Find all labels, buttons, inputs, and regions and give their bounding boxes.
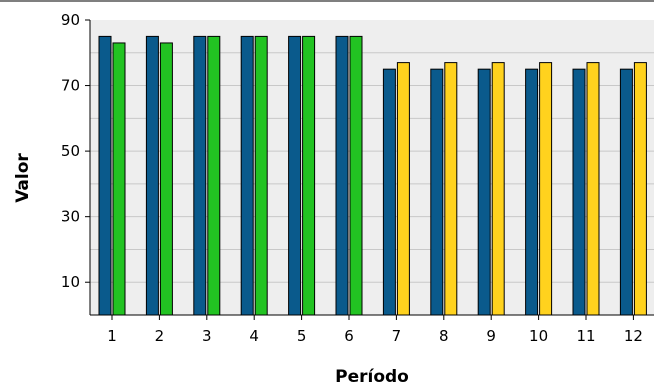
- bar-series-2-period-4: [254, 35, 268, 316]
- bar-series-2-period-9: [491, 62, 505, 316]
- bar-series-1-period-8: [430, 68, 444, 316]
- bar-series-2-period-6: [349, 35, 363, 316]
- x-tick-label: 7: [392, 327, 402, 345]
- gridlines: [90, 52, 654, 283]
- x-axis-title: Período: [335, 367, 409, 387]
- bar-series-2-period-3: [207, 35, 221, 316]
- y-tick-label: 90: [61, 11, 80, 29]
- x-tick-label: 5: [297, 327, 307, 345]
- y-axis-title: Valor: [13, 153, 33, 203]
- x-tick-label: 3: [202, 327, 212, 345]
- bar-series-2-period-12: [633, 62, 647, 316]
- x-tick-label: 9: [486, 327, 496, 345]
- x-tick-label: 12: [624, 327, 643, 345]
- bar-series-1-period-7: [382, 68, 396, 316]
- bar-series-1-period-3: [193, 35, 207, 316]
- bar-series-1-period-1: [98, 35, 112, 316]
- bar-series-1-period-2: [145, 35, 159, 316]
- x-tick-label: 6: [344, 327, 354, 345]
- bar-series-1-period-9: [477, 68, 491, 316]
- bar-series-2-period-2: [159, 42, 173, 316]
- bar-series-1-period-6: [335, 35, 349, 316]
- bar-series-2-period-8: [444, 62, 458, 316]
- x-tick-label: 4: [249, 327, 259, 345]
- y-tick-label: 30: [61, 208, 80, 226]
- x-tick-label: 11: [576, 327, 595, 345]
- bar-series-1-period-11: [572, 68, 586, 316]
- plot-area: [90, 20, 654, 315]
- x-tick-label: 1: [107, 327, 117, 345]
- x-tick-label: 10: [529, 327, 548, 345]
- bar-series-2-period-7: [396, 62, 410, 316]
- x-tick-label: 8: [439, 327, 449, 345]
- y-axis: 10 30 50 70 90: [61, 11, 91, 315]
- bar-series-1-period-5: [288, 35, 302, 316]
- bar-series-2-period-1: [112, 42, 126, 316]
- bar-series-2-period-10: [539, 62, 553, 316]
- y-tick-label: 10: [61, 273, 80, 291]
- bar-series-2-period-5: [302, 35, 316, 316]
- y-tick-label: 70: [61, 77, 80, 95]
- bar-series-1-period-4: [240, 35, 254, 316]
- bar-series-1-period-12: [619, 68, 633, 316]
- y-tick-label: 50: [61, 142, 80, 160]
- bar-series-2-period-11: [586, 62, 600, 316]
- x-tick-label: 2: [155, 327, 165, 345]
- bar-series-1-period-10: [525, 68, 539, 316]
- x-axis: 1 2 3 4 5 6 7 8 9 10 11 12: [90, 314, 654, 345]
